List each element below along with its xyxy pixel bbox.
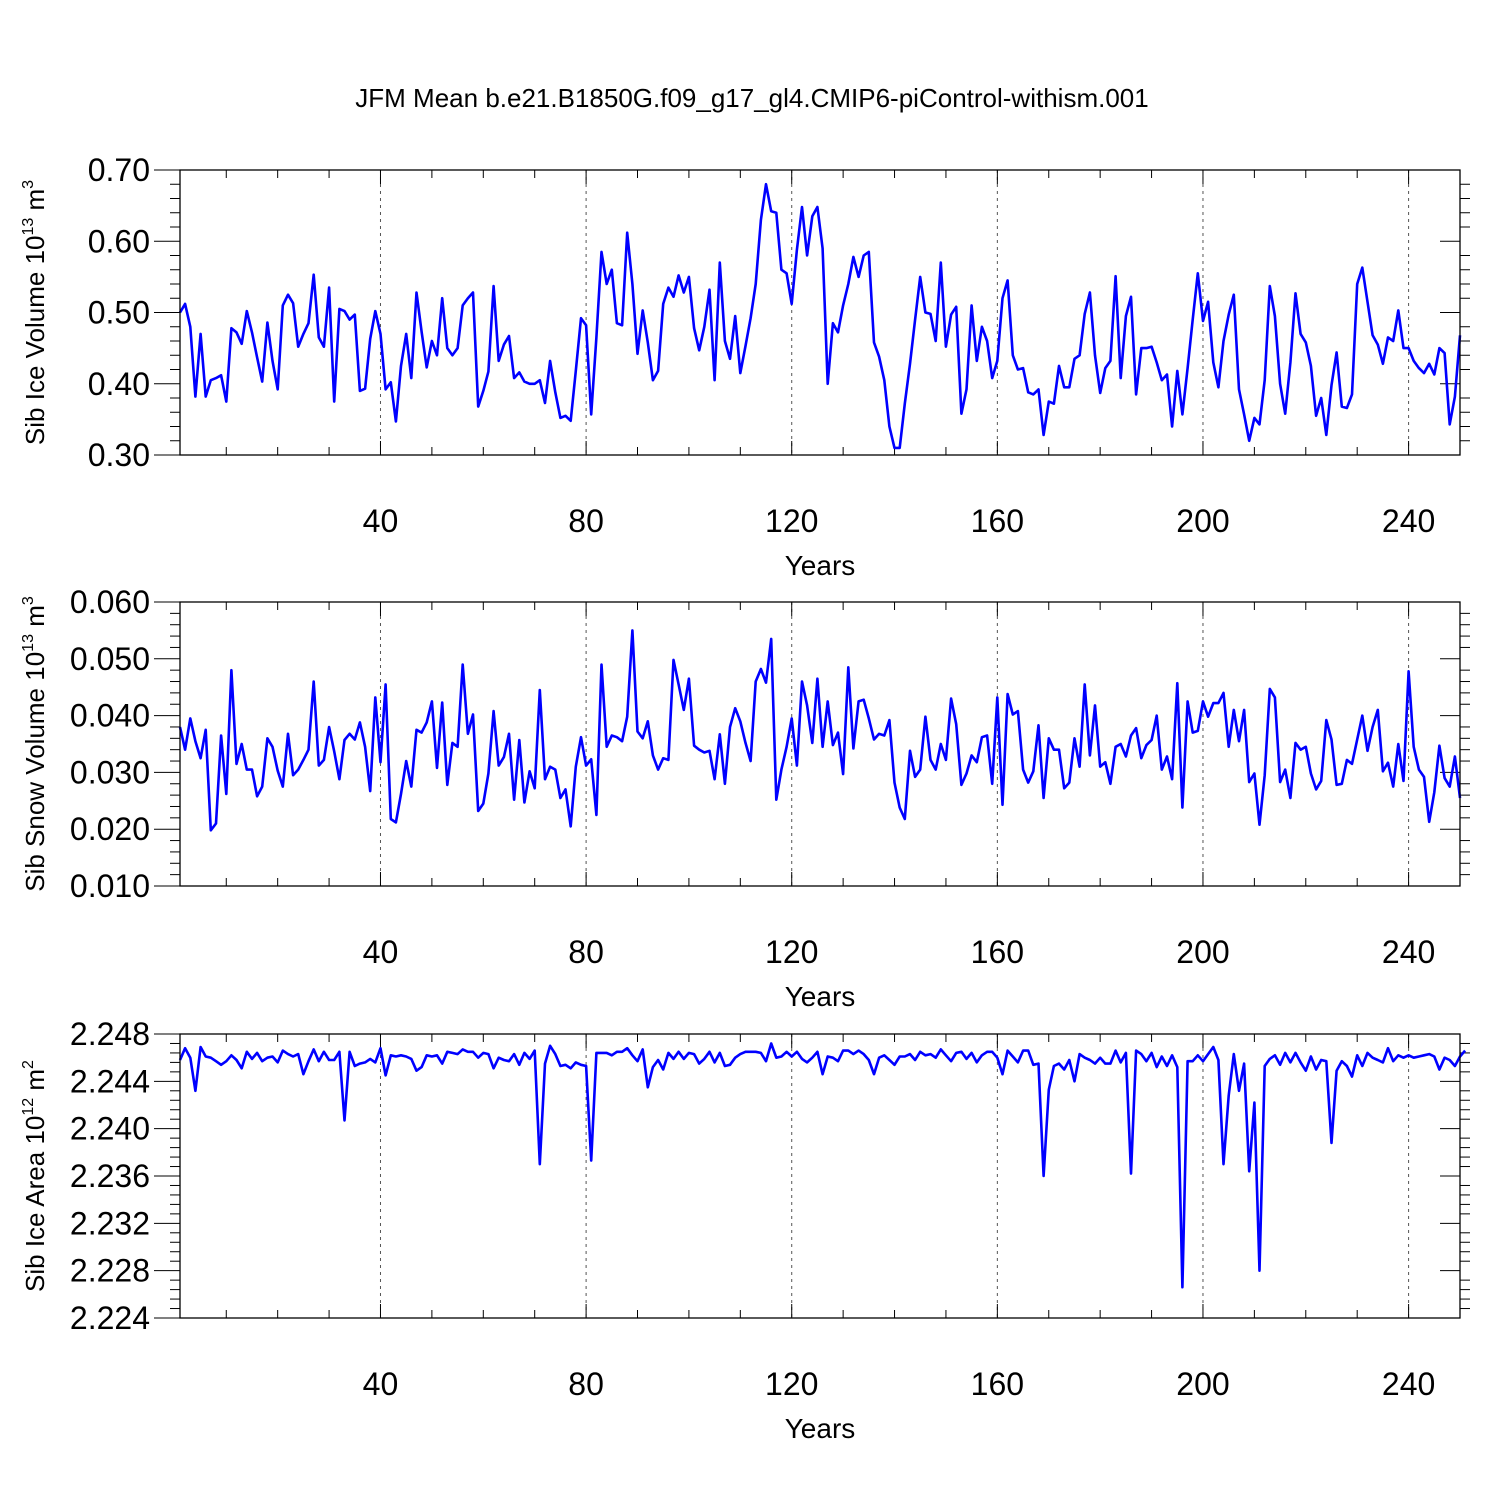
y-axis-label: Sib Snow Volume 1013 m3 (20, 596, 50, 892)
series-line (178, 1042, 1467, 1289)
plot-frame (179, 169, 1461, 456)
x-tick-label: 200 (1176, 1366, 1229, 1402)
x-tick-label: 120 (765, 934, 818, 970)
x-axis-label: Years (785, 550, 856, 581)
y-tick-label: 0.70 (88, 152, 150, 188)
x-tick-label: 160 (971, 934, 1024, 970)
x-tick-label: 80 (568, 1366, 604, 1402)
y-tick-label: 2.244 (70, 1063, 150, 1099)
series-line (178, 629, 1462, 832)
y-axis-label: Sib Ice Volume 1013 m3 (20, 180, 50, 445)
y-tick-label: 0.050 (70, 641, 150, 677)
y-tick-label: 2.232 (70, 1205, 150, 1241)
y-tick-label: 0.60 (88, 223, 150, 259)
x-tick-label: 240 (1382, 503, 1435, 539)
x-axis-label: Years (785, 1413, 856, 1444)
y-axis-label: Sib Ice Area 1012 m2 (20, 1060, 50, 1292)
y-tick-label: 2.240 (70, 1111, 150, 1147)
x-tick-label: 240 (1382, 934, 1435, 970)
x-tick-label: 40 (363, 1366, 399, 1402)
x-tick-label: 120 (765, 1366, 818, 1402)
y-tick-label: 0.30 (88, 437, 150, 473)
figure-title: JFM Mean b.e21.B1850G.f09_g17_gl4.CMIP6-… (355, 83, 1148, 113)
x-tick-label: 120 (765, 503, 818, 539)
x-tick-label: 240 (1382, 1366, 1435, 1402)
x-axis-label: Years (785, 981, 856, 1012)
y-tick-label: 0.020 (70, 811, 150, 847)
plot-frame (179, 601, 1461, 887)
x-tick-label: 80 (568, 934, 604, 970)
y-tick-label: 0.010 (70, 868, 150, 904)
x-tick-label: 200 (1176, 503, 1229, 539)
y-tick-label: 2.236 (70, 1158, 150, 1194)
chart-panel-2: 0.010 0.020 0.030 0.040 0.050 0.060 40 80 120 160… (20, 584, 1470, 1012)
y-tick-label: 0.030 (70, 754, 150, 790)
x-tick-label: 200 (1176, 934, 1229, 970)
y-tick-label: 0.040 (70, 698, 150, 734)
x-tick-label: 80 (568, 503, 604, 539)
x-tick-label: 160 (971, 503, 1024, 539)
x-tick-label: 160 (971, 1366, 1024, 1402)
plot-frame (179, 1033, 1461, 1319)
y-tick-label: 2.248 (70, 1016, 150, 1052)
chart-panel-3: 2.224 2.228 2.232 2.236 2.240 2.244 2.248 40 80 1… (20, 1016, 1470, 1444)
chart-panel-1: 0.30 0.40 0.50 0.60 0.70 40 80 120 160 200 240 Year… (20, 152, 1470, 581)
x-tick-label: 40 (363, 934, 399, 970)
y-tick-label: 0.40 (88, 366, 150, 402)
y-tick-label: 2.228 (70, 1253, 150, 1289)
y-tick-label: 2.224 (70, 1300, 150, 1336)
series-line (178, 182, 1462, 450)
y-tick-label: 0.060 (70, 584, 150, 620)
x-tick-label: 40 (363, 503, 399, 539)
y-tick-label: 0.50 (88, 295, 150, 331)
